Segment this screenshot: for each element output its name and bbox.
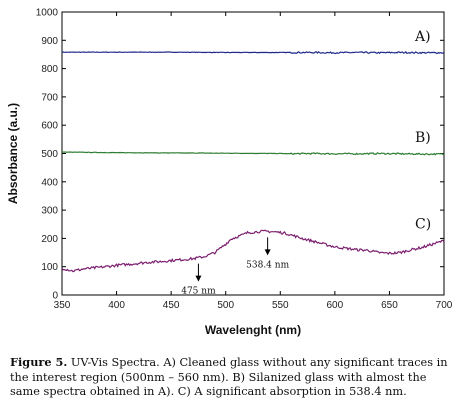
annotation-arrow-head bbox=[195, 275, 202, 282]
series-label: A) bbox=[414, 29, 431, 45]
y-tick-label: 1000 bbox=[36, 8, 59, 19]
y-tick-label: 800 bbox=[41, 64, 58, 75]
x-tick-label: 450 bbox=[163, 300, 180, 311]
caption-text: UV-Vis Spectra. A) Cleaned glass without… bbox=[10, 356, 448, 398]
y-tick-label: 600 bbox=[41, 121, 58, 132]
series-line-b bbox=[62, 151, 445, 156]
y-tick-label: 0 bbox=[52, 291, 58, 302]
caption-figure-number: Figure 5. bbox=[10, 355, 68, 369]
x-tick-label: 350 bbox=[54, 300, 71, 311]
y-tick-label: 700 bbox=[41, 92, 58, 103]
series-line-c bbox=[61, 229, 445, 273]
x-tick-label: 700 bbox=[436, 300, 453, 311]
series-line-a bbox=[61, 51, 445, 55]
x-tick-label: 550 bbox=[272, 300, 289, 311]
annotation-label: 538.4 nm bbox=[246, 260, 289, 270]
series-label: B) bbox=[415, 130, 431, 146]
y-tick-label: 200 bbox=[41, 234, 58, 245]
uv-vis-figure: 350 400 450 500 550 600 650 700 0 100 200 300 400 500… bbox=[6, 8, 453, 338]
y-tick-label: 500 bbox=[41, 149, 58, 160]
x-tick-label: 650 bbox=[381, 300, 398, 311]
y-axis-label: Absorbance (a.u.) bbox=[6, 103, 20, 204]
y-tick-label: 900 bbox=[41, 36, 58, 47]
figure-caption: Figure 5. UV-Vis Spectra. A) Cleaned gla… bbox=[10, 355, 454, 400]
y-tick-label: 100 bbox=[41, 262, 58, 273]
x-tick-label: 400 bbox=[108, 300, 125, 311]
uv-vis-spectra-chart: 350 400 450 500 550 600 650 700 0 100 200 300 400 500… bbox=[6, 8, 453, 338]
annotation-label: 475 nm bbox=[181, 287, 216, 297]
series-label: C) bbox=[415, 217, 431, 233]
x-tick-label: 500 bbox=[217, 300, 234, 311]
x-tick-label: 600 bbox=[327, 300, 344, 311]
x-axis-label: Wavelenght (nm) bbox=[205, 323, 301, 337]
y-tick-label: 300 bbox=[41, 206, 58, 217]
annotation-arrow-head bbox=[264, 249, 271, 256]
y-tick-label: 400 bbox=[41, 177, 58, 188]
